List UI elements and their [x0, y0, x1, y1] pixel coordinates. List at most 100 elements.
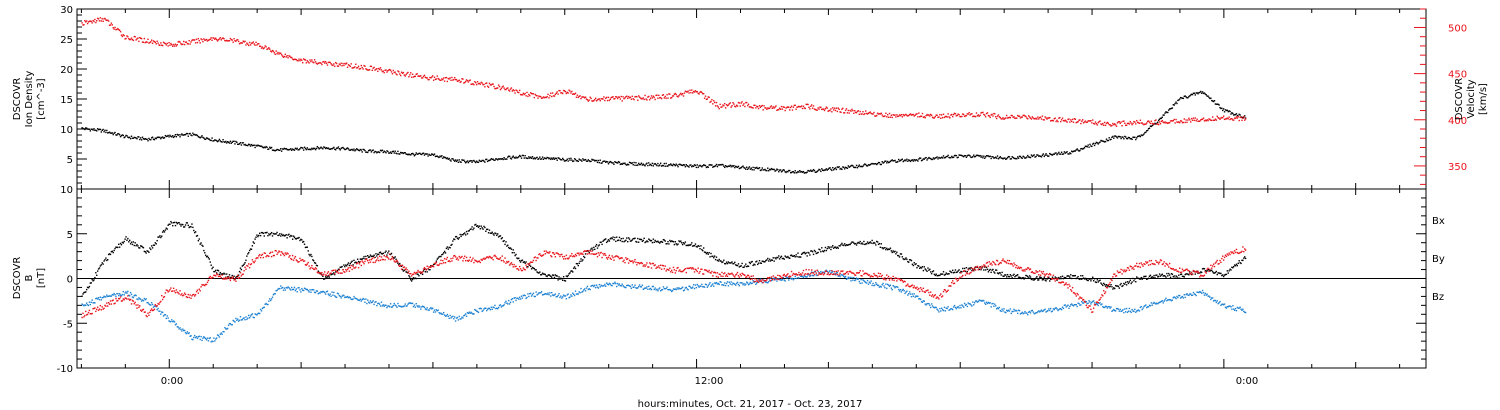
- bx-point: [248, 249, 251, 252]
- velocity-point: [159, 44, 161, 47]
- velocity-point: [92, 19, 94, 22]
- bx-point: [1079, 278, 1081, 281]
- velocity-point: [238, 43, 241, 45]
- velocity-point: [193, 39, 195, 41]
- density-point: [754, 166, 756, 169]
- velocity-point: [623, 98, 625, 100]
- velocity-point: [1175, 118, 1177, 121]
- by-point: [252, 316, 254, 319]
- density-point: [875, 162, 877, 165]
- velocity-point: [296, 59, 298, 62]
- density-point: [523, 157, 525, 159]
- bx-point: [1136, 277, 1139, 279]
- density-point: [789, 169, 791, 172]
- by-point: [362, 297, 364, 300]
- bx-point: [1235, 263, 1238, 265]
- density-point: [96, 128, 99, 130]
- velocity-point: [605, 96, 608, 99]
- bx-point: [739, 265, 741, 268]
- density-point: [468, 160, 471, 162]
- density-point: [977, 154, 980, 157]
- density-point: [467, 161, 470, 164]
- by-point: [764, 280, 766, 283]
- bx-point: [177, 222, 179, 224]
- bx-point: [906, 258, 908, 261]
- bx-point: [442, 252, 445, 254]
- bx-point: [766, 259, 768, 261]
- by-point: [420, 308, 422, 310]
- bx-point: [858, 242, 861, 244]
- by-point: [898, 290, 901, 292]
- by-point: [667, 288, 669, 291]
- bx-point: [519, 261, 522, 263]
- by-point: [381, 305, 384, 307]
- bx-point: [663, 239, 666, 241]
- velocity-point: [1102, 122, 1104, 125]
- bx-point: [284, 234, 287, 237]
- by-point: [415, 302, 417, 305]
- bx-point: [930, 272, 933, 275]
- velocity-point: [104, 17, 106, 20]
- bx-point: [485, 230, 487, 232]
- velocity-point: [242, 40, 244, 42]
- bx-point: [1025, 274, 1027, 277]
- density-point: [1013, 157, 1015, 159]
- by-point: [728, 281, 731, 283]
- density-point: [1135, 137, 1138, 139]
- by-point: [635, 287, 637, 289]
- bx-point: [579, 260, 581, 263]
- bx-point: [827, 246, 829, 248]
- velocity-point: [602, 98, 604, 100]
- density-point: [153, 138, 156, 141]
- bx-point: [346, 263, 349, 266]
- by-point: [247, 317, 249, 319]
- velocity-point: [531, 93, 534, 95]
- density-point: [688, 166, 690, 168]
- density-point: [666, 165, 668, 167]
- bx-point: [857, 241, 860, 244]
- density-point: [82, 127, 84, 130]
- density-point: [974, 155, 977, 158]
- velocity-point: [686, 91, 688, 93]
- density-point: [456, 159, 459, 161]
- velocity-point: [712, 103, 714, 105]
- bx-point: [193, 231, 196, 234]
- density-point: [465, 161, 468, 163]
- by-point: [570, 294, 572, 296]
- by-point: [289, 288, 291, 290]
- density-point: [1103, 141, 1106, 143]
- velocity-point: [206, 40, 209, 42]
- by-point: [302, 289, 304, 291]
- bx-point: [298, 236, 300, 239]
- by-point: [469, 312, 471, 314]
- velocity-point: [815, 109, 817, 111]
- bx-point: [1087, 279, 1089, 282]
- density-point: [1180, 97, 1183, 99]
- velocity-point: [217, 39, 220, 41]
- velocity-point: [598, 98, 601, 100]
- bx-point: [228, 274, 231, 276]
- by-point: [958, 307, 960, 309]
- velocity-point: [902, 113, 904, 116]
- by-point: [418, 305, 420, 307]
- bx-point: [837, 247, 839, 249]
- density-point: [1213, 100, 1216, 102]
- bx-point: [755, 261, 757, 263]
- density-point: [1210, 97, 1212, 99]
- density-point: [581, 160, 583, 162]
- bx-point: [543, 273, 546, 275]
- density-point: [967, 154, 969, 156]
- density-point: [266, 146, 268, 149]
- density-point: [1200, 90, 1202, 93]
- velocity-point: [156, 40, 158, 42]
- velocity-point: [930, 113, 932, 116]
- bx-point: [376, 255, 378, 257]
- bx-point: [1231, 266, 1233, 269]
- by-point: [677, 288, 679, 290]
- velocity-point: [913, 115, 915, 117]
- by-point: [700, 285, 702, 288]
- by-point: [862, 279, 864, 281]
- bx-point: [144, 251, 146, 253]
- velocity-point: [1066, 121, 1068, 123]
- bx-point: [1107, 285, 1110, 287]
